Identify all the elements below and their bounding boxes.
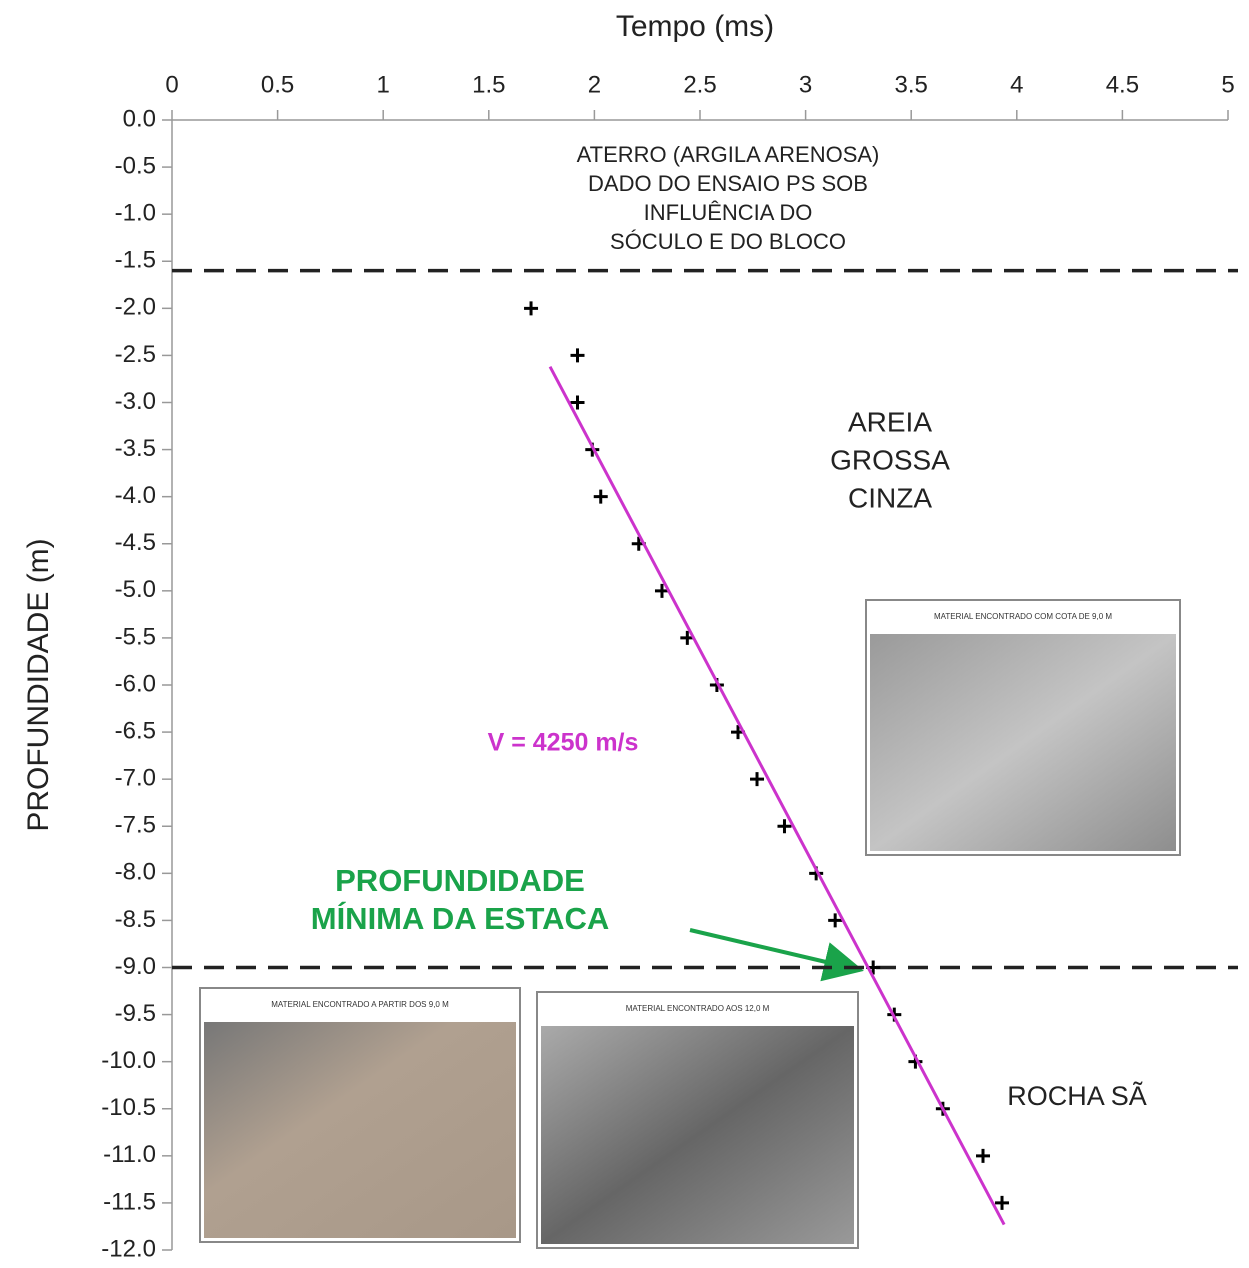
- x-tick-label: 1: [377, 71, 390, 98]
- x-tick-label: 0.5: [261, 71, 294, 98]
- y-axis-title: PROFUNDIDADE (m): [22, 538, 55, 831]
- data-point: [570, 348, 585, 363]
- y-tick-label: -7.5: [115, 812, 156, 839]
- x-tick-label: 3: [799, 71, 812, 98]
- y-tick-label: 0.0: [123, 105, 156, 132]
- y-tick-label: -2.0: [115, 294, 156, 321]
- y-tick-label: -7.0: [115, 765, 156, 792]
- y-tick-label: -1.5: [115, 247, 156, 274]
- annotation: V = 4250 m/s: [488, 729, 639, 757]
- photo-image: [204, 1022, 516, 1238]
- data-point: [593, 489, 608, 504]
- data-point: [976, 1148, 991, 1163]
- data-point: [654, 583, 669, 598]
- data-point: [524, 301, 539, 316]
- annotation: CINZA: [848, 482, 932, 513]
- x-tick-label: 4.5: [1106, 71, 1139, 98]
- x-tick-label: 0: [165, 71, 178, 98]
- y-tick-label: -6.5: [115, 717, 156, 744]
- y-tick-label: -4.0: [115, 482, 156, 509]
- y-tick-label: -8.0: [115, 859, 156, 886]
- y-tick-label: -11.0: [103, 1141, 156, 1168]
- y-tick-label: -5.5: [115, 623, 156, 650]
- data-point: [570, 395, 585, 410]
- annotation: GROSSA: [830, 444, 950, 475]
- data-point: [995, 1195, 1010, 1210]
- x-tick-label: 5: [1221, 71, 1234, 98]
- data-point: [828, 913, 843, 928]
- y-tick-label: -10.0: [101, 1047, 156, 1074]
- annotation-arrow: [689, 928, 864, 982]
- y-tick-label: -8.5: [115, 906, 156, 933]
- y-tick-label: -10.5: [101, 1094, 156, 1121]
- photo-caption: MATERIAL ENCONTRADO A PARTIR DOS 9,0 M: [271, 1000, 449, 1009]
- x-tick-label: 2: [588, 71, 601, 98]
- photo-caption: MATERIAL ENCONTRADO AOS 12,0 M: [626, 1004, 770, 1013]
- y-tick-label: -0.5: [115, 152, 156, 179]
- y-tick-label: -4.5: [115, 529, 156, 556]
- y-tick-label: -1.0: [115, 200, 156, 227]
- annotation: DADO DO ENSAIO PS SOB: [588, 171, 868, 196]
- data-point: [777, 819, 792, 834]
- fit-line: [548, 366, 1006, 1226]
- y-tick-label: -2.5: [115, 341, 156, 368]
- photo-caption: MATERIAL ENCONTRADO COM COTA DE 9,0 M: [934, 612, 1112, 621]
- y-tick-label: -9.5: [115, 1000, 156, 1027]
- y-tick-label: -12.0: [101, 1235, 156, 1262]
- y-tick-label: -3.5: [115, 435, 156, 462]
- x-tick-label: 2.5: [683, 71, 716, 98]
- photo-image: [541, 1026, 854, 1244]
- annotation: ATERRO (ARGILA ARENOSA): [577, 142, 880, 167]
- annotation: SÓCULO E DO BLOCO: [610, 229, 846, 254]
- x-tick-label: 1.5: [472, 71, 505, 98]
- y-tick-label: -5.0: [115, 576, 156, 603]
- y-tick-label: -9.0: [115, 953, 156, 980]
- annotation: PROFUNDIDADE: [335, 863, 585, 898]
- annotation: INFLUÊNCIA DO: [644, 200, 813, 225]
- x-axis-title: Tempo (ms): [616, 10, 774, 43]
- x-tick-label: 4: [1010, 71, 1023, 98]
- x-tick-label: 3.5: [895, 71, 928, 98]
- y-tick-label: -3.0: [115, 388, 156, 415]
- y-tick-label: -11.5: [103, 1188, 156, 1215]
- annotation: ROCHA SÃ: [1007, 1080, 1147, 1111]
- y-tick-label: -6.0: [115, 670, 156, 697]
- annotation: MÍNIMA DA ESTACA: [311, 901, 610, 936]
- photo-image: [870, 634, 1176, 851]
- annotation: AREIA: [848, 406, 932, 437]
- data-point: [750, 772, 765, 787]
